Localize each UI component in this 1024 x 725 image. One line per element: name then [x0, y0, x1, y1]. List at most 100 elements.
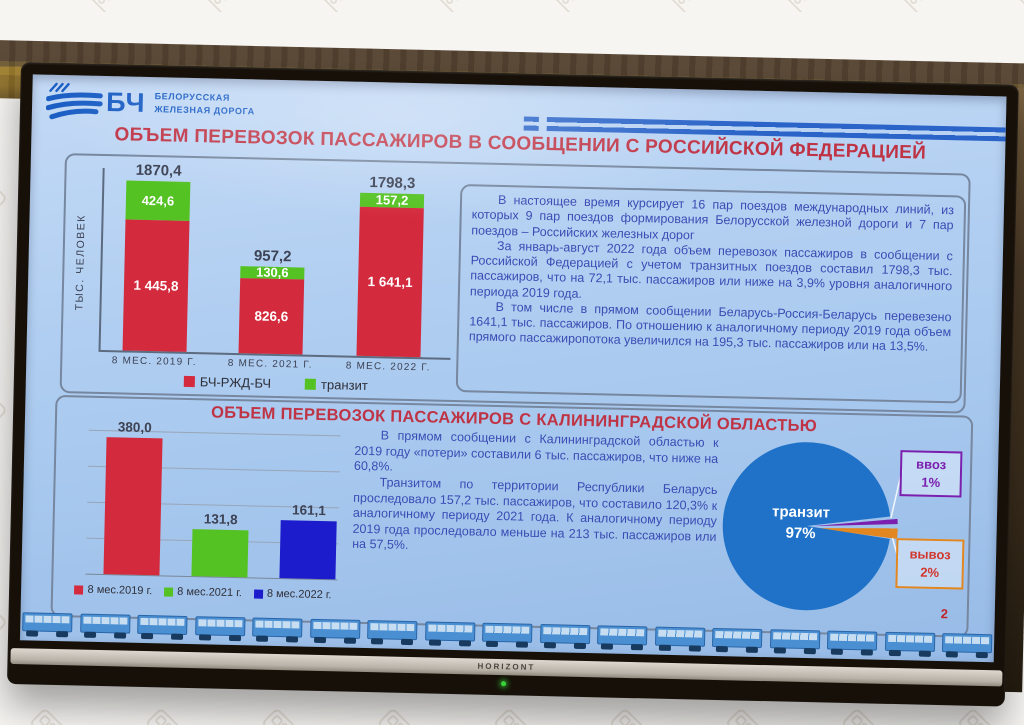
wagon-body: [22, 612, 73, 633]
wagon-wheel: [860, 649, 873, 656]
wallpaper-train-icon: [31, 709, 64, 725]
legend-label: БЧ-РЖД-БЧ: [199, 374, 272, 391]
monitor: БЧ БЕЛОРУССКАЯ ЖЕЛЕЗНАЯ ДОРОГА ОБЪЕМ ПЕР…: [6, 62, 1019, 707]
section2-textbox: В прямом сообщении с Калининградской обл…: [351, 428, 719, 624]
wagon-wheel: [428, 639, 441, 646]
wagon-windows: [945, 636, 990, 645]
bar-stack: 157,2 1 641,1: [356, 192, 425, 358]
wagon-windows: [370, 623, 415, 632]
bch-logo: БЧ БЕЛОРУССКАЯ ЖЕЛЕЗНАЯ ДОРОГА: [45, 81, 256, 126]
wagon-wheel: [543, 642, 556, 649]
section1-panel: ТЫС. ЧЕЛОВЕК 424,6 1 445,8 1870,4 8 МЕС. 20…: [59, 153, 971, 414]
wallpaper-train-icon: [658, 0, 708, 17]
train-wagon-icon: [194, 616, 246, 642]
pie-callout-vvoz: ввоз 1%: [899, 450, 963, 498]
wagon-body: [367, 620, 418, 641]
wagon-windows: [485, 625, 530, 634]
wagon-wheel: [370, 638, 384, 645]
transit-pie-chart: транзит 97% ввоз 1% вывоз 2%: [717, 422, 967, 628]
wallpaper-train-icon: [0, 0, 6, 1]
train-wagon-icon: [309, 618, 360, 644]
train-wagon-icon: [79, 613, 131, 639]
wallpaper-train-icon: [658, 0, 702, 14]
bar: [191, 528, 249, 578]
legend-item: 8 мес.2019 г.: [74, 583, 152, 597]
wagon-wheel: [945, 651, 958, 658]
wagon-body: [539, 623, 590, 645]
legend-swatch-icon: [164, 586, 174, 597]
wagon-windows: [542, 627, 587, 636]
bar-total-label: 1870,4: [135, 161, 182, 180]
legend-item: транзит: [304, 377, 368, 393]
train-wagon-icon: [22, 612, 73, 638]
train-wagon-icon: [941, 633, 993, 659]
wagon-windows: [312, 621, 357, 630]
wagon-wheel: [313, 636, 326, 644]
section2-panel: ОБЪЕМ ПЕРЕВОЗОК ПАССАЖИРОВ С КАЛИНИНГРАД…: [50, 394, 974, 638]
wagon-wheel: [170, 633, 184, 640]
wagon-windows: [82, 616, 127, 625]
train-wagon-icon: [539, 623, 590, 650]
legend-swatch-icon: [74, 584, 84, 595]
train-wagon-icon: [769, 629, 820, 655]
wagon-wheel: [600, 643, 614, 650]
wagon-wheel: [830, 648, 843, 655]
legend-label: 8 мес.2022 г.: [266, 587, 332, 602]
bar-total-label: 957,2: [253, 247, 292, 266]
wagon-windows: [255, 620, 300, 629]
wagon-windows: [140, 617, 185, 626]
wagon-body: [424, 621, 475, 642]
wagon-wheel: [515, 641, 529, 648]
kaliningrad-bar-chart: 380,0 131,8 161,1 8 мес.2019 г. 8 мес.2021 …: [63, 420, 347, 617]
legend-swatch-icon: [183, 375, 195, 388]
presentation-slide: БЧ БЕЛОРУССКАЯ ЖЕЛЕЗНАЯ ДОРОГА ОБЪЕМ ПЕР…: [20, 74, 1007, 662]
header-rule-short: [523, 116, 539, 131]
bar-segment-direct: 826,6: [238, 277, 305, 355]
logo-abbr: БЧ: [105, 86, 146, 118]
wallpaper-train-icon: [0, 178, 12, 229]
wagon-wheel: [255, 635, 269, 642]
paragraph: В прямом сообщении с Калининградской обл…: [353, 428, 719, 474]
legend-item: 8 мес.2021 г.: [164, 585, 242, 599]
wallpaper-train-icon: [379, 709, 412, 725]
wallpaper-train-icon: [372, 708, 418, 725]
wagon-windows: [887, 634, 932, 643]
pie-callout-line: [890, 470, 903, 519]
wallpaper-train-icon: [0, 0, 12, 17]
wagon-body: [826, 630, 878, 651]
logo-name-line2: ЖЕЛЕЗНАЯ ДОРОГА: [154, 104, 255, 117]
pie-slice-ввоз: [813, 518, 898, 527]
bar-segment-transit: 157,2: [359, 192, 425, 208]
wallpaper-train-icon: [1006, 0, 1024, 14]
wallpaper-train-icon: [843, 709, 876, 725]
wagon-wheel: [285, 636, 299, 643]
wagon-windows: [657, 629, 702, 638]
bars-layer: 424,6 1 445,8 1870,4 8 МЕС. 2019 Г. 130,6 826…: [73, 159, 459, 374]
train-wagon-icon: [711, 627, 763, 653]
wallpaper-train-icon: [140, 708, 186, 725]
wagon-wheel: [918, 650, 931, 657]
wagon-body: [252, 617, 303, 638]
legend-label: 8 мес.2021 г.: [177, 585, 243, 600]
wagon-wheel: [83, 631, 96, 638]
category-label: 8 МЕС. 2022 Г.: [345, 360, 431, 374]
wagon-windows: [427, 624, 472, 633]
y-axis-line: [98, 167, 105, 350]
wagon-body: [137, 614, 188, 635]
bar-stack: 424,6 1 445,8: [122, 180, 191, 352]
wagon-windows: [830, 633, 875, 642]
wagon-wheel: [688, 645, 701, 652]
bar-value-label: 131,8: [203, 510, 238, 527]
legend-item: БЧ-РЖД-БЧ: [183, 374, 272, 391]
wagon-body: [309, 618, 360, 639]
wallpaper-train-icon: [78, 0, 128, 17]
bar-total-label: 1798,3: [369, 173, 416, 192]
wallpaper-train-icon: [488, 708, 534, 725]
wallpaper-train-icon: [310, 0, 360, 17]
wallpaper-train-icon: [263, 709, 296, 725]
wagon-windows: [25, 615, 70, 624]
wallpaper-train-icon: [256, 708, 302, 725]
train-wagon-icon: [482, 622, 533, 648]
chart2-legend: 8 мес.2019 г. 8 мес.2021 г. 8 мес.2022 г.: [63, 583, 343, 601]
legend-item: 8 мес.2022 г.: [253, 587, 332, 602]
